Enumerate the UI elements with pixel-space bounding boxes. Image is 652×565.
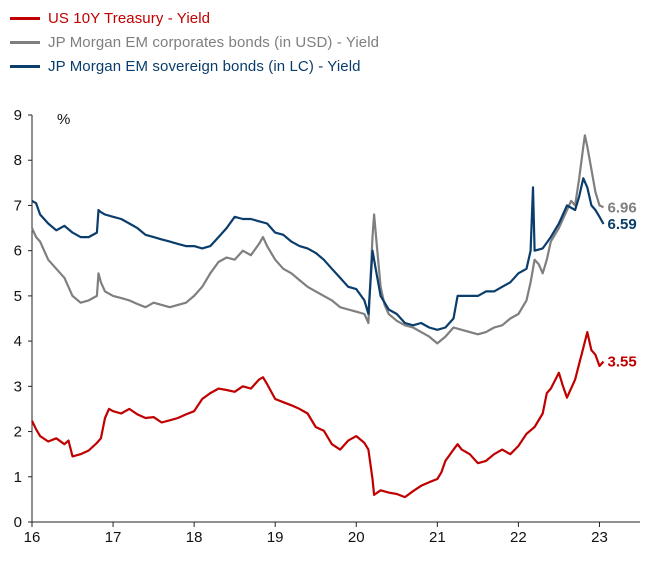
y-tick-label: 2 bbox=[14, 424, 22, 441]
x-tick-label: 23 bbox=[591, 529, 608, 546]
x-tick-label: 17 bbox=[105, 529, 122, 546]
x-tick-label: 20 bbox=[348, 529, 365, 546]
x-tick-label: 16 bbox=[24, 529, 41, 546]
y-tick-label: 6 bbox=[14, 243, 22, 260]
em-sovereign-line bbox=[31, 177, 605, 331]
y-tick-label: 3 bbox=[14, 378, 22, 395]
legend-item-us10y: US 10Y Treasury - Yield bbox=[10, 6, 379, 30]
y-tick-label: 7 bbox=[14, 197, 22, 214]
em-sovereign-end-label: 6.59 bbox=[608, 216, 637, 233]
chart-legend: US 10Y Treasury - Yield JP Morgan EM cor… bbox=[10, 6, 379, 78]
x-tick-label: 18 bbox=[186, 529, 203, 546]
legend-label-us10y: US 10Y Treasury - Yield bbox=[48, 9, 211, 27]
y-axis: 0 1 2 3 4 5 6 7 8 9 bbox=[14, 107, 33, 531]
y-tick-label: 5 bbox=[14, 288, 22, 305]
em-corporates-line bbox=[30, 134, 604, 345]
x-axis: 16 17 18 19 20 21 22 23 bbox=[24, 521, 640, 546]
y-tick-label: 1 bbox=[14, 469, 22, 486]
x-tick-label: 19 bbox=[267, 529, 284, 546]
x-tick-label: 22 bbox=[510, 529, 527, 546]
y-tick-label: 8 bbox=[14, 152, 22, 169]
legend-swatch-em-sovereign bbox=[10, 64, 40, 68]
y-tick-label: 0 bbox=[14, 514, 22, 531]
us10y-line bbox=[31, 331, 605, 499]
us10y-end-label: 3.55 bbox=[608, 353, 637, 370]
legend-item-em-corporates: JP Morgan EM corporates bonds (in USD) -… bbox=[10, 30, 379, 54]
y-tick-label: 4 bbox=[14, 333, 22, 350]
em-corporates-end-label: 6.96 bbox=[608, 199, 637, 216]
series-lines bbox=[30, 134, 605, 499]
legend-swatch-em-corporates bbox=[10, 40, 40, 44]
legend-item-em-sovereign: JP Morgan EM sovereign bonds (in LC) - Y… bbox=[10, 54, 379, 78]
x-tick-label: 21 bbox=[429, 529, 446, 546]
y-axis-unit-label: % bbox=[57, 111, 70, 128]
legend-swatch-us10y bbox=[10, 16, 40, 20]
series-end-labels: 3.55 6.966.59 bbox=[608, 199, 637, 370]
legend-label-em-corporates: JP Morgan EM corporates bonds (in USD) -… bbox=[48, 33, 380, 51]
y-tick-label: 9 bbox=[14, 107, 22, 124]
legend-label-em-sovereign: JP Morgan EM sovereign bonds (in LC) - Y… bbox=[48, 57, 361, 75]
